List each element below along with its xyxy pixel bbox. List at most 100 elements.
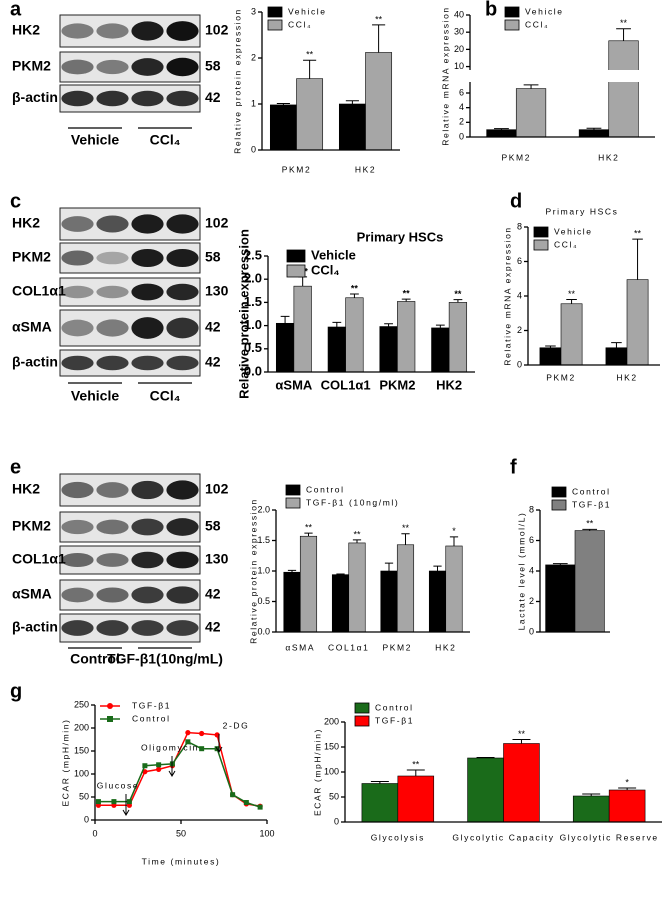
y-tick-label: 8: [517, 221, 522, 231]
legend-label: Control: [572, 486, 611, 496]
y-tick-label: 150: [74, 745, 89, 755]
blot-band: [61, 90, 94, 107]
y-tick-label: 0: [459, 131, 464, 141]
blot-band: [166, 21, 199, 41]
blot-band: [131, 21, 164, 41]
bar: [503, 743, 540, 823]
error-bar: [303, 59, 317, 79]
x-tick-label: HK2: [435, 642, 456, 652]
blot-band: [131, 90, 164, 107]
error-bar: [384, 323, 393, 327]
legend-label: Vehicle: [288, 6, 327, 16]
point: [243, 800, 249, 806]
blot-band: [131, 586, 164, 604]
error-bar: [287, 569, 297, 573]
y-tick-label: 8: [529, 504, 534, 514]
legend-label: TGF-β1: [572, 499, 611, 509]
error-bar: [616, 28, 631, 41]
blot-size: 42: [205, 586, 221, 602]
significance: **: [454, 289, 462, 299]
bar: [338, 103, 366, 151]
blot-band: [131, 355, 164, 371]
blot-size: 42: [205, 619, 221, 635]
blot-band: [61, 620, 94, 636]
y-tick-label: 40: [454, 9, 464, 19]
y-axis-label: ECAR (mpH/min): [60, 718, 70, 806]
legend-marker: [107, 703, 113, 709]
blot-band: [131, 283, 164, 301]
error-bar: [401, 298, 411, 302]
bar: [327, 326, 346, 373]
bar: [608, 789, 646, 823]
error-bar: [370, 781, 389, 784]
blot-size: 42: [205, 319, 221, 335]
y-tick-label: 1.5: [244, 294, 262, 309]
legend-label: Control: [375, 702, 414, 712]
blot-band: [61, 355, 94, 371]
blot-band: [61, 23, 94, 39]
blot-band: [166, 248, 199, 268]
x-tick-label: PKM2: [282, 164, 312, 174]
blot-label: β-actin: [12, 619, 58, 635]
blot-band: [166, 355, 199, 371]
blot-label: β-actin: [12, 89, 58, 105]
bar: [293, 285, 312, 373]
legend-swatch: [285, 497, 301, 509]
y-tick-label: 1.0: [257, 565, 270, 575]
significance: **: [518, 729, 526, 739]
error-bar: [336, 573, 345, 575]
bar: [467, 757, 504, 823]
x-tick-label: COL1α1: [321, 377, 371, 392]
panel-letter: e: [10, 456, 21, 478]
annotation-arrow: [168, 756, 176, 777]
error-bar: [582, 528, 598, 531]
significance: **: [412, 759, 420, 769]
error-bar: [433, 565, 442, 571]
blot-band: [96, 620, 129, 636]
bar: [275, 322, 295, 373]
y-axis-label: ECAR (mpH/min): [312, 728, 322, 816]
error-bar: [552, 563, 568, 565]
bar: [365, 52, 393, 151]
blot-band: [131, 620, 164, 636]
blot-size: 102: [205, 481, 229, 497]
blot-band: [96, 215, 129, 233]
error-bar: [298, 276, 308, 287]
significance: *: [625, 777, 629, 787]
significance: **: [403, 289, 411, 299]
x-tick-label: HK2: [598, 152, 619, 162]
error-bar: [435, 324, 445, 328]
blot-band: [166, 586, 199, 604]
bar: [345, 297, 364, 373]
blot-band: [96, 23, 129, 39]
bar: [560, 303, 583, 366]
error-bar: [566, 298, 577, 304]
legend-swatch: [551, 499, 567, 511]
blot-band: [166, 480, 199, 500]
legend-swatch: [354, 715, 370, 727]
bar: [431, 327, 450, 373]
x-tick-label: Glycolysis: [371, 832, 425, 842]
x-axis-label: Time (minutes): [142, 856, 221, 866]
bar: [572, 795, 610, 823]
legend-swatch: [286, 249, 306, 263]
point: [185, 739, 191, 745]
legend-label: CCl₄: [288, 19, 312, 29]
x-tick-label: HK2: [436, 377, 462, 392]
blot-size: 130: [205, 283, 229, 299]
error-bar: [350, 293, 359, 298]
y-tick-label: 0: [529, 626, 534, 636]
blot-band: [96, 355, 129, 371]
blot-band: [131, 551, 164, 569]
legend-marker: [107, 716, 113, 722]
point: [142, 763, 148, 769]
blot-band: [61, 519, 94, 535]
y-tick-label: 2: [251, 52, 256, 62]
legend-swatch: [533, 239, 549, 251]
annotation: Glucose: [97, 780, 139, 790]
bar: [486, 129, 517, 138]
bar: [545, 564, 576, 633]
y-tick-label: 6: [529, 535, 534, 545]
y-tick-label: 250: [74, 699, 89, 709]
blot-size: 130: [205, 551, 229, 567]
